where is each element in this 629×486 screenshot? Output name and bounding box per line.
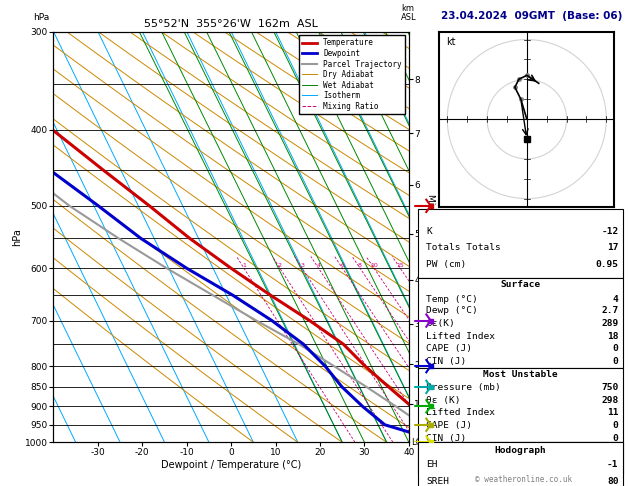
Y-axis label: hPa: hPa: [12, 228, 22, 246]
Text: SREH: SREH: [426, 477, 450, 486]
Text: Hodograph: Hodograph: [494, 446, 547, 454]
Text: 11: 11: [607, 408, 619, 417]
Bar: [418, 278, 623, 368]
Text: CIN (J): CIN (J): [426, 357, 467, 366]
Title: 55°52'N  355°26'W  162m  ASL: 55°52'N 355°26'W 162m ASL: [144, 19, 318, 30]
Text: θε (K): θε (K): [426, 396, 461, 405]
Text: θε(K): θε(K): [426, 319, 455, 328]
Text: 4: 4: [613, 295, 619, 304]
Bar: [418, 209, 623, 278]
Text: 10: 10: [370, 263, 378, 268]
Text: 4: 4: [316, 263, 320, 268]
Text: LCL: LCL: [411, 438, 426, 447]
Text: CAPE (J): CAPE (J): [426, 421, 472, 430]
Text: -1: -1: [607, 460, 619, 469]
Text: 0: 0: [613, 434, 619, 443]
Text: 0: 0: [613, 357, 619, 366]
Text: kt: kt: [447, 37, 456, 47]
Text: Lifted Index: Lifted Index: [426, 331, 496, 341]
Text: 6: 6: [340, 263, 344, 268]
Text: 1: 1: [242, 263, 246, 268]
Text: Dewp (°C): Dewp (°C): [426, 307, 478, 315]
Text: EH: EH: [426, 460, 438, 469]
Text: hPa: hPa: [33, 13, 50, 22]
Text: 298: 298: [601, 396, 619, 405]
Text: 0: 0: [613, 344, 619, 353]
Text: 2: 2: [278, 263, 282, 268]
Text: 0: 0: [613, 421, 619, 430]
Text: PW (cm): PW (cm): [426, 260, 467, 269]
Bar: [418, 442, 623, 486]
Text: 8: 8: [358, 263, 362, 268]
Text: Totals Totals: Totals Totals: [426, 243, 501, 252]
Text: 23.04.2024  09GMT  (Base: 06): 23.04.2024 09GMT (Base: 06): [441, 11, 622, 21]
Y-axis label: Mixing Ratio (g/kg): Mixing Ratio (g/kg): [426, 194, 435, 280]
Text: 750: 750: [601, 383, 619, 392]
Text: 2.7: 2.7: [601, 307, 619, 315]
Text: Temp (°C): Temp (°C): [426, 295, 478, 304]
Text: 15: 15: [396, 263, 404, 268]
Text: CIN (J): CIN (J): [426, 434, 467, 443]
Text: 289: 289: [601, 319, 619, 328]
Text: 18: 18: [607, 331, 619, 341]
Bar: [418, 442, 623, 474]
Text: 0.95: 0.95: [596, 260, 619, 269]
Text: -12: -12: [601, 227, 619, 236]
Text: 17: 17: [607, 243, 619, 252]
X-axis label: Dewpoint / Temperature (°C): Dewpoint / Temperature (°C): [161, 460, 301, 469]
Text: K: K: [426, 227, 432, 236]
Text: Lifted Index: Lifted Index: [426, 408, 496, 417]
Text: 80: 80: [607, 477, 619, 486]
Text: Pressure (mb): Pressure (mb): [426, 383, 501, 392]
Text: Most Unstable: Most Unstable: [483, 370, 558, 379]
Text: 3: 3: [300, 263, 304, 268]
Text: CAPE (J): CAPE (J): [426, 344, 472, 353]
Text: km
ASL: km ASL: [401, 4, 417, 22]
Legend: Temperature, Dewpoint, Parcel Trajectory, Dry Adiabat, Wet Adiabat, Isotherm, Mi: Temperature, Dewpoint, Parcel Trajectory…: [299, 35, 405, 114]
Text: Surface: Surface: [501, 280, 540, 289]
Text: © weatheronline.co.uk: © weatheronline.co.uk: [476, 474, 572, 484]
Bar: [418, 368, 623, 442]
